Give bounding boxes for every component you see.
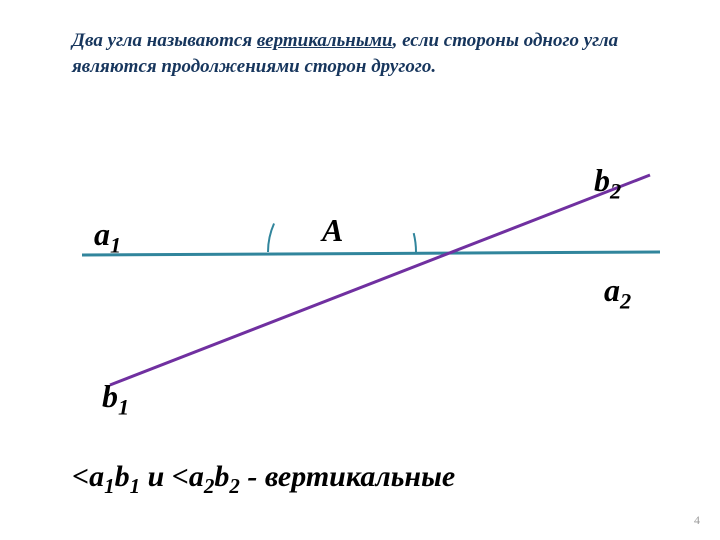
angle-arc-right	[414, 233, 416, 252]
definition-text: Два угла называются вертикальными, если …	[72, 28, 648, 79]
definition-underlined: вертикальными	[257, 30, 393, 51]
label-a1: а1	[94, 216, 121, 258]
angle-arc-left	[268, 224, 274, 252]
label-b2: b2	[594, 162, 621, 204]
slide-number: 4	[694, 513, 700, 528]
line-b	[110, 175, 650, 385]
label-b1: b1	[102, 378, 129, 420]
vertical-angles-diagram	[0, 0, 720, 540]
label-a2: а2	[604, 272, 631, 314]
label-A: А	[322, 212, 343, 249]
line-a	[82, 252, 660, 255]
definition-pre: Два угла называются	[72, 30, 257, 51]
conclusion-text: <а1b1 и <а2b2 - вертикальные	[72, 460, 455, 499]
